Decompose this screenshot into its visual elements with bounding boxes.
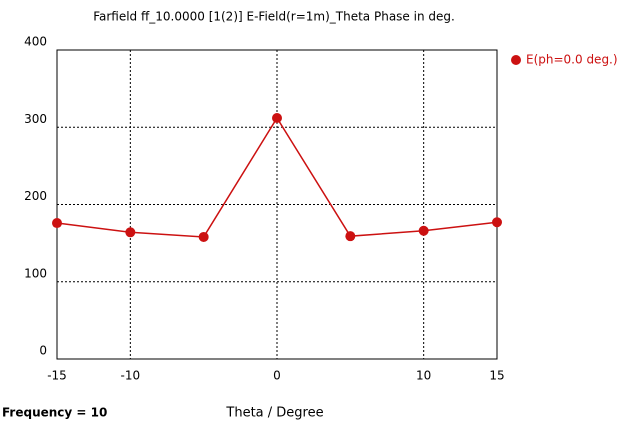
x-axis-label: Theta / Degree [225, 406, 323, 421]
data-point [125, 227, 136, 238]
chart-title: Farfield ff_10.0000 [1(2)] E-Field(r=1m)… [93, 10, 455, 24]
data-point [492, 217, 502, 228]
x-tick-label: -10 [121, 369, 141, 383]
data-point [418, 225, 429, 236]
x-tick-label: -15 [47, 369, 67, 383]
data-point [272, 112, 282, 123]
y-tick-label: 200 [24, 189, 47, 203]
data-point [52, 218, 62, 229]
x-tick-label: 15 [489, 369, 504, 383]
x-tick-label: 0 [273, 369, 281, 383]
data-point [198, 231, 209, 242]
footnote: Frequency = 10 [2, 406, 107, 420]
x-tick-label: 10 [416, 369, 431, 383]
y-tick-label: 400 [24, 35, 47, 49]
y-tick-label: 0 [39, 344, 47, 358]
legend-marker [511, 55, 521, 65]
plot-frame [56, 49, 498, 360]
data-point [345, 231, 356, 242]
legend-label: E(ph=0.0 deg.) [526, 53, 618, 67]
y-tick-label: 100 [24, 266, 47, 280]
y-tick-label: 300 [24, 112, 47, 126]
